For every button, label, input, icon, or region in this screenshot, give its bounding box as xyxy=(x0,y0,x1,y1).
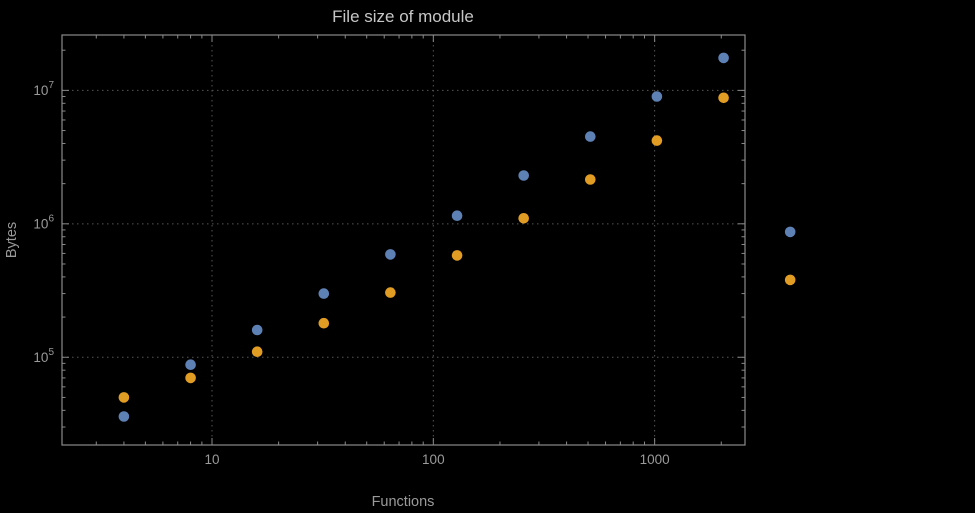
point-blue-series xyxy=(451,210,463,221)
point-blue-series xyxy=(585,131,596,142)
axis-ticks xyxy=(62,35,745,445)
x-tick-label: 10 xyxy=(204,452,219,467)
x-tick-label: 1000 xyxy=(640,452,670,467)
point-orange-series xyxy=(251,346,263,358)
y-axis-label: Bytes xyxy=(4,222,20,258)
point-blue-series xyxy=(185,359,196,371)
point-orange-series xyxy=(318,317,330,329)
tick-labels: 10 100 1000 105 106 107 xyxy=(33,80,669,467)
data-points xyxy=(118,52,796,422)
chart-title: File size of module xyxy=(332,7,474,26)
point-blue-series xyxy=(651,91,663,102)
x-tick-label: 100 xyxy=(422,452,445,467)
plot-frame xyxy=(61,34,746,446)
point-blue-series xyxy=(385,249,396,260)
frame-rect xyxy=(61,34,746,446)
y-tick-label: 105 xyxy=(33,347,54,365)
point-orange-series xyxy=(185,372,196,384)
point-orange-series xyxy=(784,274,796,286)
y-tick-label: 106 xyxy=(33,213,54,231)
point-orange-series xyxy=(718,92,729,104)
point-blue-series xyxy=(318,288,330,299)
point-orange-series xyxy=(518,213,529,224)
point-orange-series xyxy=(451,250,463,261)
x-axis-label: Functions xyxy=(372,494,435,510)
point-blue-series xyxy=(118,411,130,422)
point-orange-series xyxy=(118,392,130,403)
gridlines xyxy=(62,35,745,445)
point-blue-series xyxy=(718,52,729,64)
point-orange-series xyxy=(585,174,596,185)
point-orange-series xyxy=(385,287,396,298)
y-tick-label: 107 xyxy=(33,80,54,98)
point-blue-series xyxy=(251,324,263,336)
point-blue-series xyxy=(518,170,529,181)
point-blue-series xyxy=(784,226,796,238)
point-orange-series xyxy=(651,135,663,146)
